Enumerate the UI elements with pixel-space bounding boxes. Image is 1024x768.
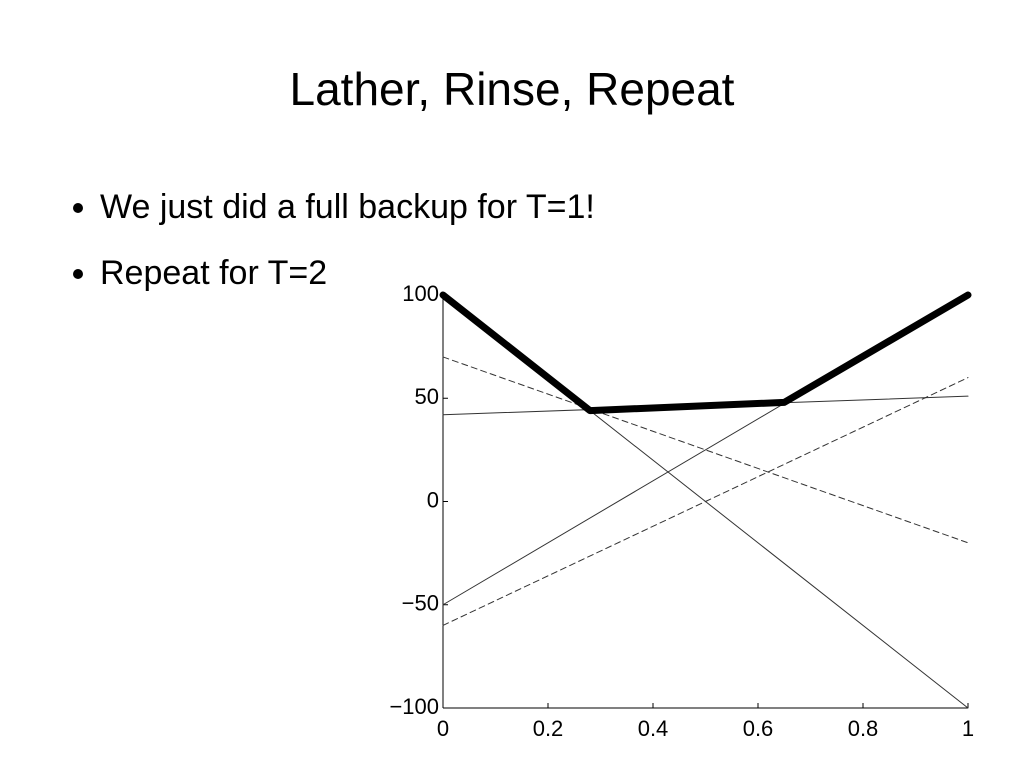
series-line	[442, 377, 969, 626]
bullet-list: We just did a full backup for T=1! Repea…	[62, 186, 595, 318]
x-tick-label: 1	[962, 716, 974, 741]
series-line	[439, 291, 972, 415]
slide-title: Lather, Rinse, Repeat	[289, 63, 735, 115]
x-tick-label: 0.2	[533, 716, 564, 741]
y-tick-label: 100	[402, 281, 439, 306]
x-tick-label: 0.8	[848, 716, 879, 741]
series-line	[442, 356, 969, 544]
x-tick-label: 0.4	[638, 716, 669, 741]
y-tick-label: −50	[402, 591, 439, 616]
bullet: We just did a full backup for T=1!	[100, 186, 595, 228]
x-tick-label: 0.6	[743, 716, 774, 741]
bullet: Repeat for T=2	[100, 252, 595, 294]
y-tick-label: 0	[427, 487, 439, 512]
y-tick-label: −100	[389, 694, 439, 719]
y-tick-label: 50	[415, 384, 439, 409]
x-tick-label: 0	[437, 716, 449, 741]
